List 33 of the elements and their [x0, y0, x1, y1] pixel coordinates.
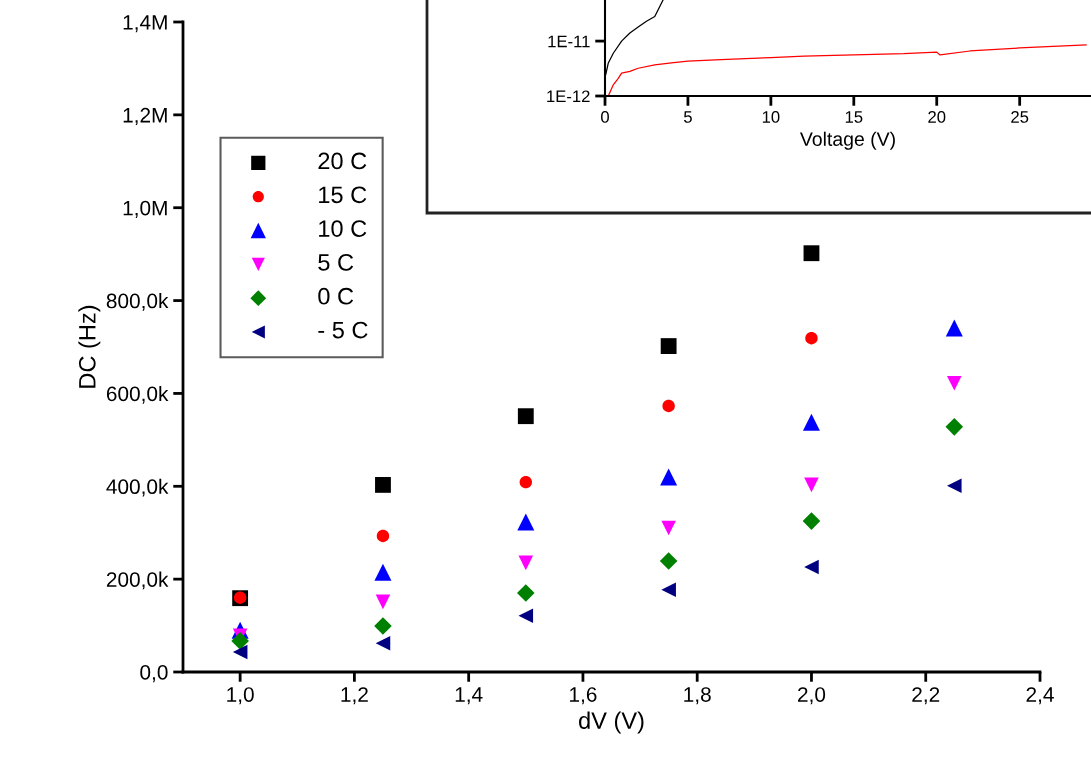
y-tick-label: 1E-12 — [547, 90, 590, 103]
y-tick-label: 600,0k — [106, 385, 169, 404]
legend-label: 10 C — [319, 220, 367, 237]
x-tick-label: 2,2 — [912, 687, 940, 705]
x-tick-label: 1,8 — [684, 687, 711, 705]
y-tick-label: 400,0k — [106, 478, 169, 497]
legend-label: - 5 C — [318, 321, 368, 339]
y-tick-label: 800,0k — [106, 293, 169, 311]
legend-label: 20 C — [318, 152, 367, 170]
x-tick-label: 1,2 — [341, 687, 368, 705]
y-tick-label: 0,0 — [140, 665, 168, 683]
y-tick-label: 1,4M — [123, 15, 167, 33]
y-tick-label: 1E-11 — [548, 35, 590, 48]
x-tick-label: 15 — [845, 111, 863, 123]
legend-label: 15 C — [319, 186, 367, 204]
x-axis-title: Voltage (V) — [799, 131, 895, 150]
x-tick-label: 2,0 — [798, 687, 826, 705]
x-tick-label: 5 — [683, 111, 692, 123]
legend-label: 5 C — [318, 254, 354, 271]
x-tick-label: 1,4 — [455, 687, 483, 705]
x-tick-label: 2,4 — [1026, 687, 1054, 705]
x-tick-label: 10 — [762, 111, 780, 123]
x-tick-label: 20 — [928, 111, 946, 123]
y-axis-title: DC (Hz) — [78, 305, 101, 388]
y-tick-label: 1,0M — [123, 200, 167, 218]
x-tick-label: 25 — [1011, 111, 1029, 123]
x-tick-label: 0 — [601, 111, 609, 123]
x-tick-label: 1,0 — [227, 687, 254, 705]
legend-label: 0 C — [318, 287, 354, 305]
x-axis-title: dV (V) — [579, 711, 644, 734]
y-tick-label: 1,2M — [123, 107, 167, 126]
x-tick-label: 1,6 — [570, 687, 597, 705]
y-tick-label: 200,0k — [106, 571, 169, 590]
